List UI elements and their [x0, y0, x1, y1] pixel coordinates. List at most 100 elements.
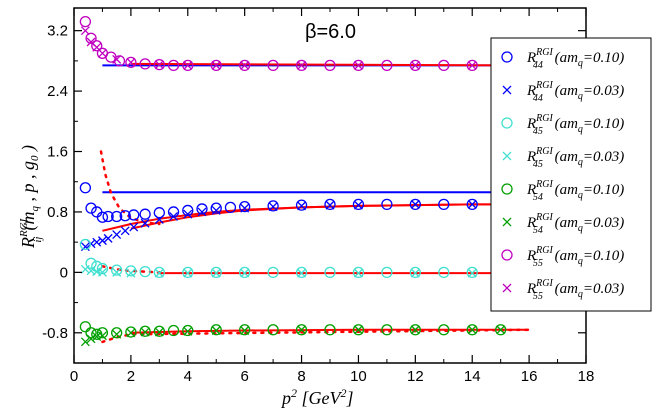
point-R44_010 [119, 210, 131, 222]
point-R54_010 [239, 324, 251, 336]
legend-entry: RRGI 55 (amq=0.03) [502, 278, 624, 302]
point-R54_010 [125, 326, 137, 338]
point-R55_010 [125, 56, 137, 69]
point-R55_003 [240, 60, 250, 70]
point-R44_010 [224, 201, 237, 214]
point-R45_010 [182, 266, 194, 279]
point-R54_003 [86, 334, 96, 344]
point-R44_010 [381, 198, 393, 211]
point-R54_003 [126, 328, 136, 338]
point-R54_003 [410, 325, 420, 335]
point-R54_010 [139, 325, 151, 337]
point-R55_010 [239, 59, 251, 72]
point-R44_010 [409, 198, 421, 211]
point-R55_003 [154, 60, 164, 70]
point-R44_003 [268, 202, 278, 212]
point-R45_003 [467, 268, 477, 278]
point-R54_003 [240, 326, 250, 335]
point-R45_010 [466, 266, 478, 279]
line-R54_dotted [101, 328, 531, 344]
series-R54_010 [79, 321, 507, 340]
y-tick-label: 0.8 [47, 204, 68, 221]
line-R55_fit_red [130, 62, 530, 67]
point-R55_010 [324, 59, 336, 72]
point-R54_010 [96, 327, 109, 339]
point-R45_010 [295, 266, 308, 279]
data-series [79, 15, 507, 347]
point-R55_003 [80, 26, 90, 36]
point-R45_003 [410, 268, 420, 278]
point-R54_010 [210, 324, 222, 336]
point-R45_003 [126, 268, 136, 278]
line-R44_fit_010 [102, 203, 530, 232]
point-R44_010 [295, 199, 308, 211]
point-R45_003 [80, 264, 90, 274]
point-R45_010 [239, 266, 251, 279]
point-R55_010 [79, 15, 92, 28]
point-R44_003 [154, 215, 164, 224]
point-R45_010 [409, 266, 421, 279]
legend-entry: RRGI 54 (amq=0.03) [502, 212, 624, 236]
y-tick-label: 0 [60, 264, 68, 281]
point-R55_003 [297, 60, 307, 70]
legend-box [490, 37, 652, 312]
legend: RRGI 44 (amq=0.10) RRGI 44 (amq=0.03) RRGI 45… [490, 37, 652, 312]
point-R44_010 [196, 203, 208, 215]
point-R55_010 [182, 59, 194, 72]
legend-marker [501, 51, 513, 63]
point-R44_010 [466, 198, 478, 211]
point-R54_003 [154, 327, 164, 337]
x-tick-label: 10 [350, 368, 367, 385]
point-R44_003 [97, 236, 107, 246]
point-R44_003 [183, 209, 193, 219]
point-R44_010 [210, 202, 222, 214]
x-tick-label: 6 [240, 368, 248, 385]
point-R44_003 [410, 199, 420, 209]
point-R45_003 [211, 268, 221, 278]
point-R45_003 [183, 268, 193, 278]
point-R54_010 [495, 324, 507, 336]
y-tick-label: -0.8 [42, 325, 68, 342]
point-R44_003 [120, 226, 130, 236]
legend-marker [502, 85, 512, 95]
point-R54_010 [438, 324, 450, 336]
point-R44_003 [103, 233, 113, 243]
legend-label: RRGI 54 (amq=0.10) [526, 179, 624, 203]
fit-lines [99, 62, 531, 344]
point-R45_010 [352, 266, 365, 279]
point-R44_010 [182, 204, 194, 217]
point-R55_010 [167, 59, 180, 72]
point-R55_010 [381, 59, 393, 72]
point-R44_010 [438, 198, 450, 211]
legend-entry: RRGI 45 (amq=0.10) [501, 113, 624, 137]
legend-marker [502, 151, 512, 161]
point-R55_010 [295, 59, 308, 72]
x-tick-label: 14 [464, 368, 481, 385]
point-R44_003 [197, 207, 207, 217]
point-R55_003 [467, 60, 477, 70]
point-R45_003 [154, 268, 164, 278]
point-R44_010 [111, 210, 123, 223]
series-R44_010 [79, 182, 507, 223]
line-R45_dotted [101, 265, 161, 274]
y-tick-label: 1.6 [47, 144, 68, 161]
point-R44_010 [102, 210, 114, 223]
point-R54_003 [183, 326, 193, 336]
point-R44_010 [96, 211, 109, 223]
point-R45_010 [324, 266, 336, 279]
point-R55_010 [352, 59, 365, 72]
point-R44_003 [169, 212, 179, 221]
point-R44_003 [129, 222, 139, 232]
point-R44_003 [353, 200, 363, 210]
point-R54_003 [211, 326, 221, 335]
point-R55_003 [126, 57, 136, 67]
legend-label: RRGI 45 (amq=0.10) [526, 113, 624, 137]
legend-entry: RRGI 45 (amq=0.03) [502, 146, 624, 170]
point-R55_010 [409, 59, 421, 72]
point-R44_010 [128, 209, 140, 221]
legend-marker [501, 183, 513, 195]
legend-label: RRGI 55 (amq=0.03) [526, 278, 624, 302]
x-tick-label: 18 [578, 368, 595, 385]
point-R54_010 [466, 324, 478, 336]
point-R45_010 [438, 266, 450, 279]
